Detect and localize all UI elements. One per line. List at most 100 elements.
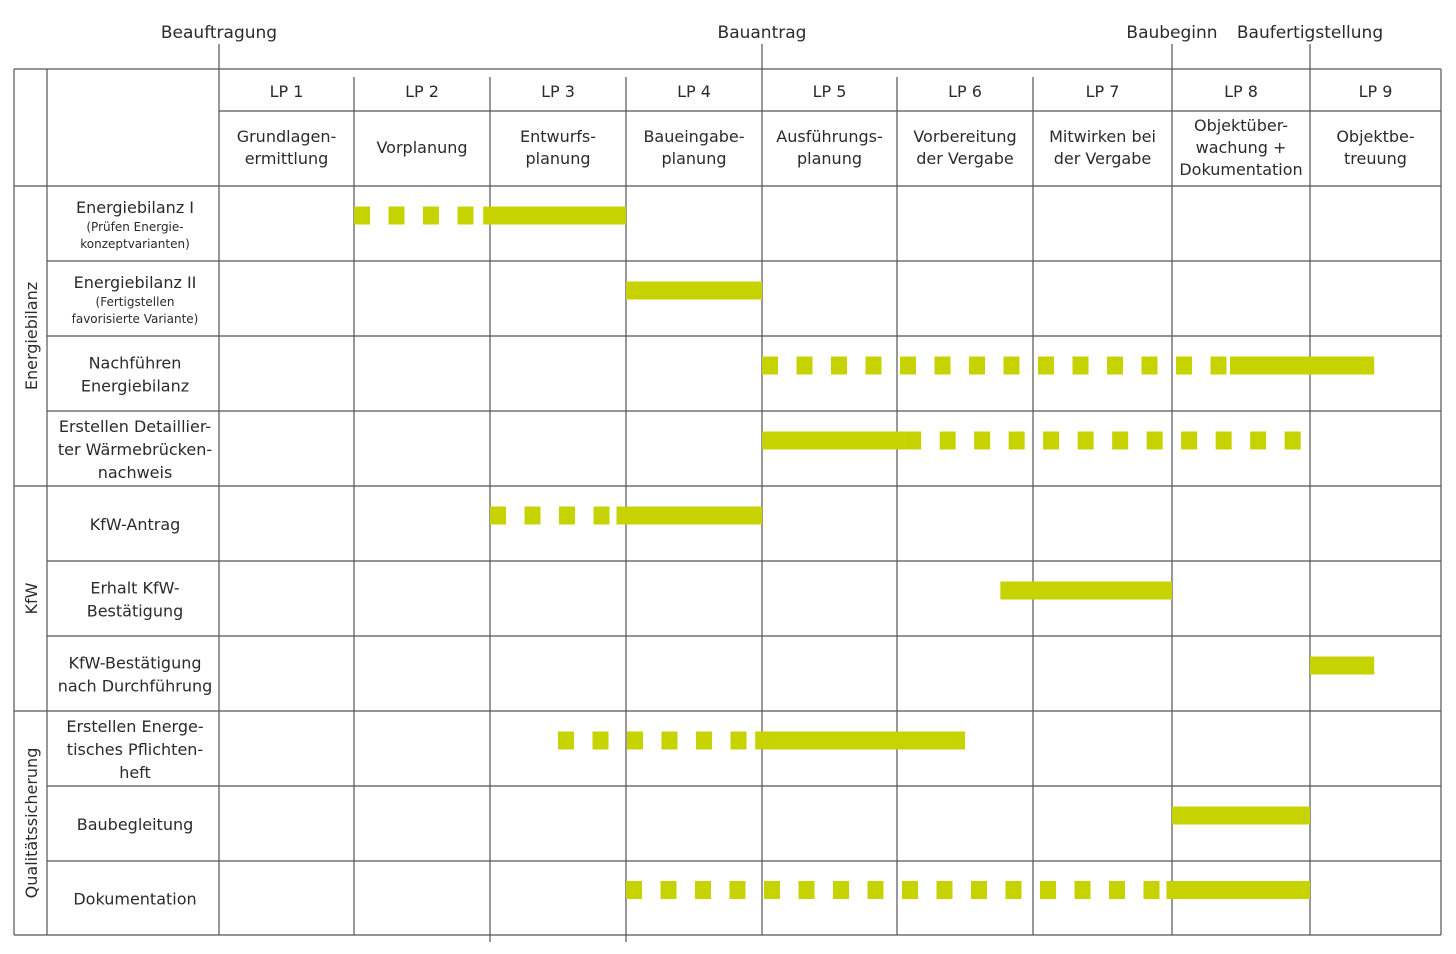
phase-name: Ausführungs- — [776, 127, 882, 146]
milestone-label: Baufertigstellung — [1237, 23, 1383, 43]
task-bar-dash — [934, 356, 951, 375]
phase-code: LP 9 — [1359, 82, 1393, 101]
phase-name: Entwurfs- — [520, 127, 596, 146]
phase-name: Dokumentation — [1179, 160, 1302, 179]
task-bar-solid — [1229, 356, 1375, 375]
group-label: Energiebilanz — [22, 282, 41, 390]
labels: Beauftragung Bauantrag Baubeginn Baufertigs… — [22, 23, 1415, 909]
task-label: ter Wärmebrücken- — [58, 440, 212, 459]
task-bar-dash — [939, 431, 956, 450]
phase-name: Grundlagen- — [237, 127, 337, 146]
task-bar-dash — [833, 881, 849, 899]
task-bar-dash — [902, 881, 918, 899]
task-label: KfW-Antrag — [90, 515, 181, 534]
phase-code: LP 4 — [677, 82, 711, 101]
phase-code: LP 6 — [948, 82, 982, 101]
grid — [13, 44, 1442, 942]
task-label: nachweis — [98, 463, 173, 482]
task-label: Energiebilanz — [81, 377, 189, 396]
phase-name: der Vergabe — [1054, 149, 1151, 168]
task-bar-dash — [798, 881, 815, 899]
task-bar-dash — [900, 356, 916, 375]
task-bar-dash — [559, 506, 575, 525]
task-bar-dash — [1077, 431, 1094, 450]
phase-code: LP 1 — [270, 82, 304, 101]
bars — [354, 206, 1375, 899]
task-bar-dash — [969, 356, 985, 375]
task-bar-dash — [905, 431, 922, 450]
task-bar-dash — [729, 881, 746, 899]
group-label: KfW — [22, 582, 41, 614]
task-bar-dash — [1250, 431, 1267, 450]
task-bar-dash — [1141, 356, 1158, 375]
task-bar-dash — [1143, 881, 1160, 899]
task-bar-dash — [593, 506, 610, 525]
task-bar-dash — [1038, 356, 1054, 375]
task-bar-dash — [1284, 431, 1301, 450]
task-bar-dash — [762, 356, 778, 375]
phase-name: wachung + — [1196, 138, 1287, 157]
task-bar-solid — [1000, 581, 1172, 600]
task-bar-dash — [1074, 881, 1091, 899]
task-bar-dash — [867, 881, 884, 899]
phase-name: Vorplanung — [376, 138, 467, 157]
phase-name: treuung — [1344, 149, 1407, 168]
task-bar-dash — [796, 356, 813, 375]
task-label: nach Durchführung — [58, 677, 213, 696]
task-bar-dash — [696, 731, 712, 750]
phase-code: LP 2 — [405, 82, 439, 101]
task-bar-solid — [1310, 656, 1375, 675]
task-label: heft — [119, 763, 151, 782]
task-bar-dash — [626, 881, 642, 899]
task-bar-solid — [755, 731, 965, 750]
phase-name: planung — [797, 149, 862, 168]
task-bar-solid — [483, 206, 626, 225]
phase-name: planung — [662, 149, 727, 168]
task-bar-dash — [524, 506, 541, 525]
task-bar-dash — [388, 206, 405, 225]
phase-code: LP 7 — [1086, 82, 1120, 101]
task-bar-dash — [661, 731, 678, 750]
task-bar-dash — [1040, 881, 1056, 899]
phase-code: LP 5 — [813, 82, 847, 101]
phase-name: Mitwirken bei — [1049, 127, 1156, 146]
phase-name: Objektbe- — [1336, 127, 1414, 146]
task-sublabel: (Fertigstellen — [96, 295, 175, 309]
task-bar-solid — [1166, 881, 1310, 899]
task-sublabel: favorisierte Variante) — [72, 312, 199, 326]
task-sublabel: (Prüfen Energie- — [86, 220, 183, 234]
task-bar-dash — [974, 431, 991, 450]
group-label: Qualitätssicherung — [22, 748, 41, 899]
task-bar-dash — [354, 206, 370, 225]
task-bar-dash — [490, 506, 506, 525]
phase-code: LP 3 — [541, 82, 575, 101]
task-bar-dash — [936, 881, 953, 899]
task-bar-dash — [1072, 356, 1089, 375]
task-bar-dash — [695, 881, 711, 899]
task-bar-dash — [558, 731, 574, 750]
phase-name: Vorbereitung — [913, 127, 1016, 146]
task-bar-dash — [865, 356, 882, 375]
task-bar-dash — [1107, 356, 1123, 375]
milestone-label: Beauftragung — [161, 23, 277, 43]
task-label: Erstellen Detaillier- — [59, 417, 211, 436]
task-bar-solid — [616, 506, 762, 525]
task-label: Erhalt KfW- — [90, 579, 179, 598]
task-bar-dash — [1181, 431, 1198, 450]
task-bar-dash — [1215, 431, 1232, 450]
phase-name: planung — [526, 149, 591, 168]
task-bar-solid — [762, 431, 906, 450]
task-label: tisches Pflichten- — [67, 740, 203, 759]
task-label: KfW-Bestätigung — [68, 654, 201, 673]
task-label: Bestätigung — [87, 602, 184, 621]
task-label: Erstellen Energe- — [66, 717, 203, 736]
phase-name: Baueingabe- — [643, 127, 744, 146]
task-bar-dash — [1043, 431, 1060, 450]
task-sublabel: konzeptvarianten) — [80, 237, 190, 251]
task-bar-dash — [1005, 881, 1022, 899]
phase-name: Objektüber- — [1194, 116, 1288, 135]
phase-code: LP 8 — [1224, 82, 1258, 101]
task-label: Energiebilanz I — [76, 198, 194, 217]
